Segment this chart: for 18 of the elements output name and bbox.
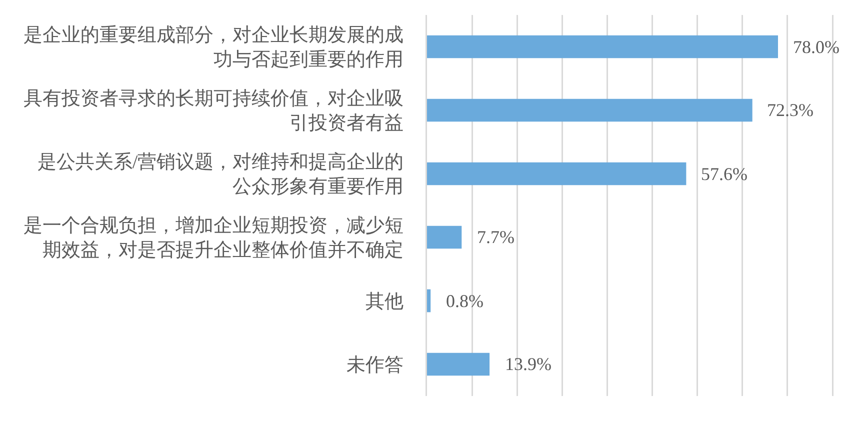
data-label: 57.6% bbox=[701, 164, 748, 184]
bar bbox=[427, 352, 490, 376]
data-label: 0.8% bbox=[446, 291, 484, 311]
data-label: 72.3% bbox=[767, 100, 814, 120]
y-tick-label: 是企业的重要组成部分，对企业长期发展的成功与否起到重要的作用 bbox=[24, 24, 404, 71]
y-tick-label: 未作答 bbox=[346, 354, 404, 376]
bar bbox=[427, 289, 431, 312]
y-tick-label: 是一个合规负担，增加企业短期投资，减少短期效益，对是否提升企业整体价值并不确定 bbox=[24, 216, 404, 262]
y-tick-label: 具有投资者寻求的长期可持续价值，对企业吸引投资者有益 bbox=[24, 88, 404, 134]
y-tick-label: 其他 bbox=[366, 291, 404, 312]
bar bbox=[427, 162, 686, 186]
data-label: 13.9% bbox=[505, 354, 552, 374]
bar bbox=[427, 35, 778, 58]
data-label: 7.7% bbox=[477, 227, 514, 247]
bar bbox=[427, 226, 462, 249]
data-label: 78.0% bbox=[793, 37, 840, 57]
y-tick-label: 是公共关系/营销议题，对维持和提高企业的公众形象有重要作用 bbox=[37, 151, 404, 198]
bar bbox=[427, 98, 752, 122]
